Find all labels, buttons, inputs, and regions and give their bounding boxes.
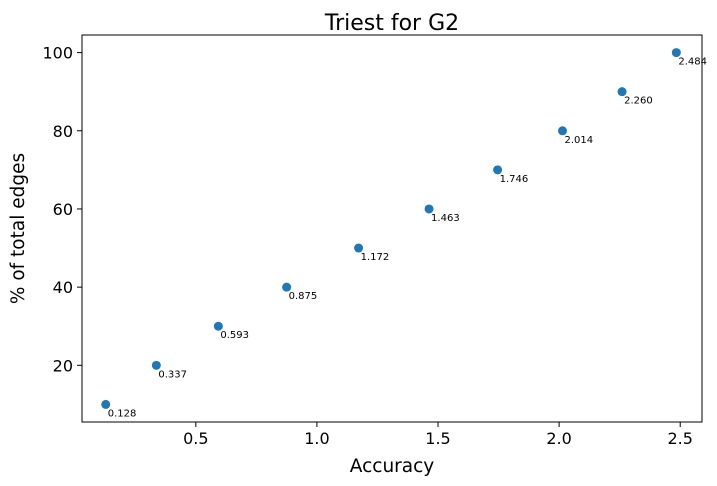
plot-frame xyxy=(81,34,703,423)
data-point-label: 2.260 xyxy=(624,96,653,107)
data-point-label: 2.014 xyxy=(565,135,594,146)
y-tick-label: 60 xyxy=(53,200,73,219)
x-axis: 0.5 1.0 1.5 2.0 2.5 xyxy=(183,422,693,448)
data-point-label: 0.337 xyxy=(158,369,187,380)
data-point xyxy=(617,87,627,97)
data-point xyxy=(558,126,567,136)
y-axis-title: % of total edges xyxy=(8,153,29,304)
data-point xyxy=(151,360,161,370)
data-point-label: 1.463 xyxy=(431,213,460,224)
x-tick-label: 2.0 xyxy=(546,429,571,448)
data-point-label: 1.172 xyxy=(361,252,390,263)
x-tick-label: 1.5 xyxy=(425,429,450,448)
data-point-label: 0.128 xyxy=(108,408,137,419)
data-point xyxy=(213,321,223,331)
data-points xyxy=(101,48,681,409)
x-tick-label: 1.0 xyxy=(304,429,329,448)
y-axis: 20 40 60 80 100 xyxy=(42,44,82,375)
data-point xyxy=(424,204,434,214)
data-point-label: 0.593 xyxy=(220,330,249,341)
data-point xyxy=(354,243,364,253)
data-point xyxy=(493,165,503,175)
data-labels: 0.128 0.337 0.593 0.875 1.172 1.463 1.746 2.014… xyxy=(108,57,707,420)
data-point-label: 1.746 xyxy=(500,174,529,185)
data-point-label: 2.484 xyxy=(678,57,707,68)
data-point xyxy=(101,399,111,409)
chart-title: Triest for G2 xyxy=(324,11,459,36)
data-point xyxy=(671,48,681,58)
x-tick-label: 2.5 xyxy=(667,429,692,448)
y-tick-label: 100 xyxy=(42,44,73,63)
y-tick-label: 20 xyxy=(53,356,73,375)
x-tick-label: 0.5 xyxy=(183,429,208,448)
x-axis-title: Accuracy xyxy=(350,456,435,477)
data-point xyxy=(282,282,292,292)
y-tick-label: 80 xyxy=(53,122,73,141)
y-tick-label: 40 xyxy=(53,278,73,297)
data-point-label: 0.875 xyxy=(289,291,318,302)
